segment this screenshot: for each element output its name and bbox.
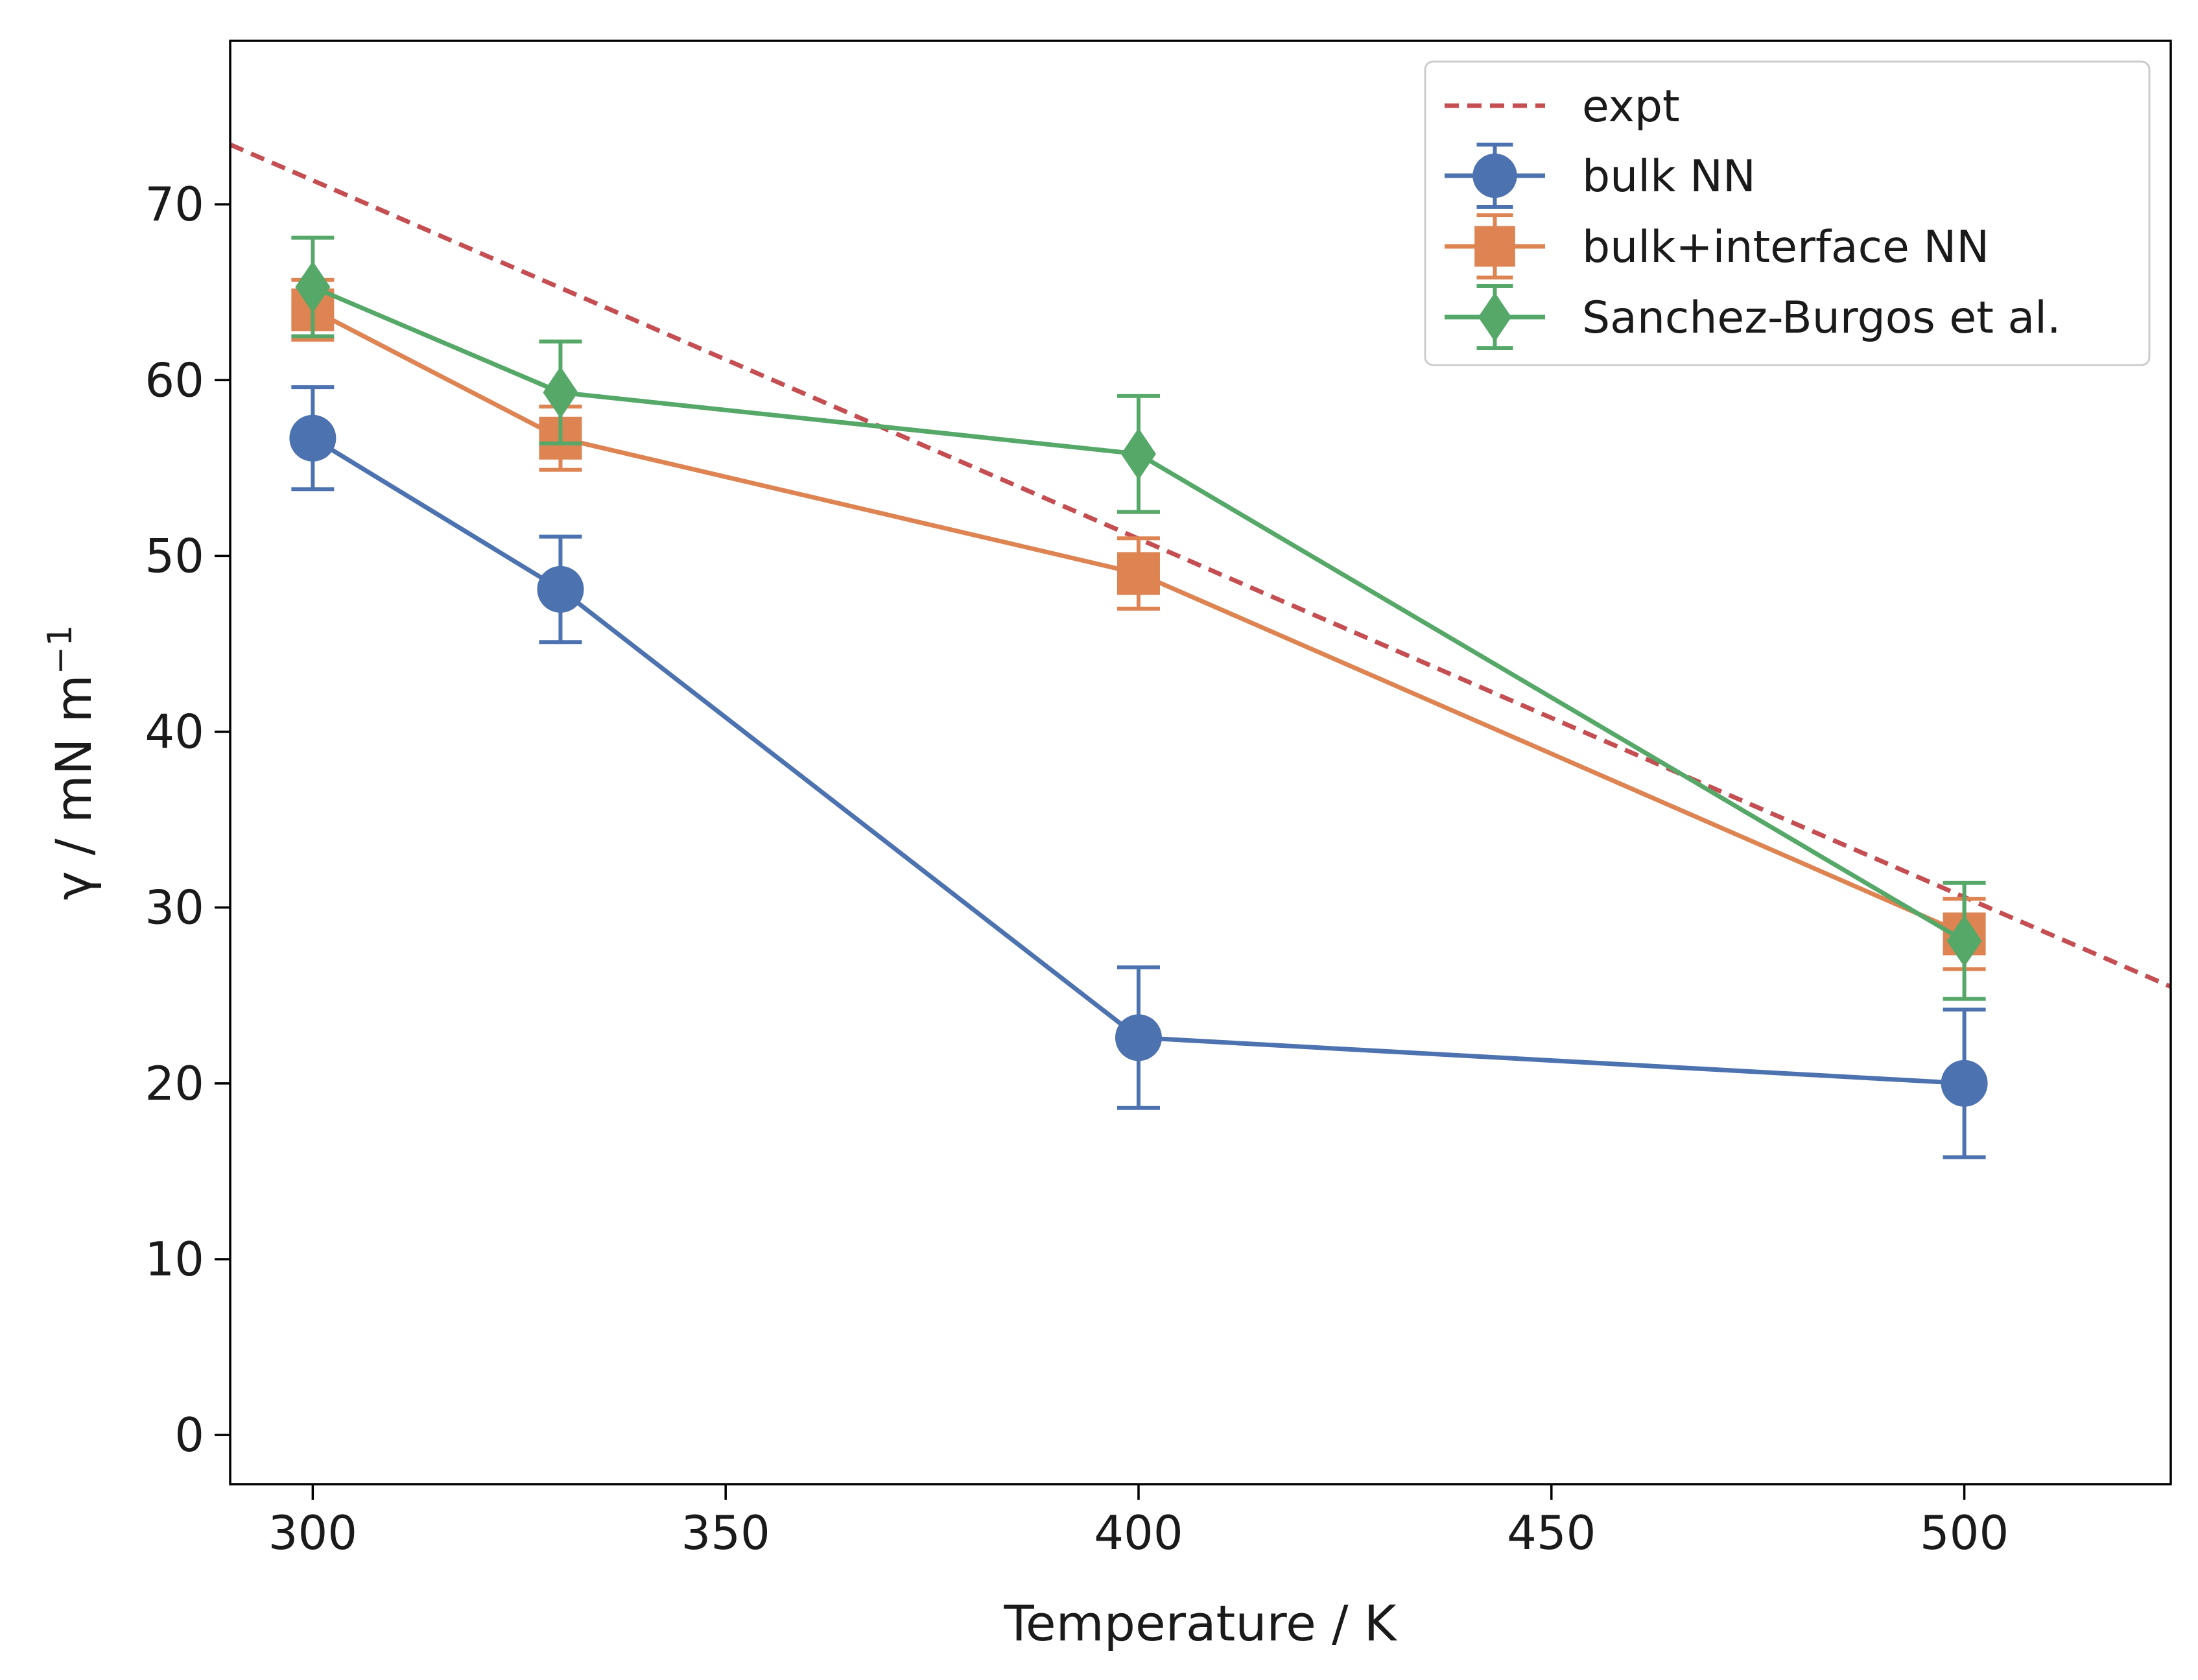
y-tick-label: 20 (145, 1056, 204, 1111)
x-tick-label: 450 (1507, 1506, 1596, 1560)
y-tick-label: 10 (145, 1232, 204, 1286)
legend-label: expt (1582, 81, 1680, 132)
data-point (1120, 428, 1156, 480)
legend-label: Sanchez-Burgos et al. (1582, 292, 2061, 344)
legend-marker (1478, 292, 1512, 342)
y-tick-label: 50 (145, 528, 204, 583)
legend-marker (1474, 226, 1515, 267)
expt-line (230, 142, 2171, 989)
y-axis-label-superscript: −1 (41, 625, 80, 675)
legend-marker (1472, 153, 1517, 198)
data-point (1115, 1014, 1162, 1061)
y-tick-label: 60 (145, 353, 204, 407)
legend-label: bulk NN (1582, 151, 1756, 202)
legend-frame (1424, 60, 2151, 366)
series-line (311, 436, 1965, 1086)
y-tick-label: 30 (145, 881, 204, 935)
y-tick-label: 40 (145, 705, 204, 759)
x-tick-label: 350 (681, 1506, 770, 1560)
plot-frame (229, 40, 2172, 1485)
y-tick-label: 70 (145, 177, 204, 231)
legend: expt bulk NN bulk+interface NN Sanchez-Burg… (1424, 60, 2151, 366)
x-axis-label: Temperature / K (1003, 1594, 1397, 1652)
data-point (537, 565, 584, 613)
data-point (1941, 1059, 1988, 1107)
data-layer (230, 142, 2171, 1159)
axes-layer: 300 350 400 450 500 0 10 20 30 40 50 60 70 (145, 177, 2009, 1560)
legend-label: bulk+interface NN (1582, 222, 1989, 273)
series-line (311, 285, 1966, 943)
x-tick-label: 300 (268, 1506, 357, 1560)
x-tick-label: 500 (1920, 1506, 2009, 1560)
x-tick-label: 400 (1094, 1506, 1183, 1560)
y-tick-label: 0 (174, 1408, 204, 1462)
series-line (311, 307, 1965, 936)
data-point (1946, 915, 1982, 967)
data-point (289, 414, 337, 462)
data-point (543, 366, 578, 419)
data-point (1117, 552, 1160, 595)
y-axis-label-main: γ / mN m (45, 674, 102, 900)
y-axis-label: γ / mN m−1 (41, 625, 102, 901)
data-point (295, 261, 331, 313)
